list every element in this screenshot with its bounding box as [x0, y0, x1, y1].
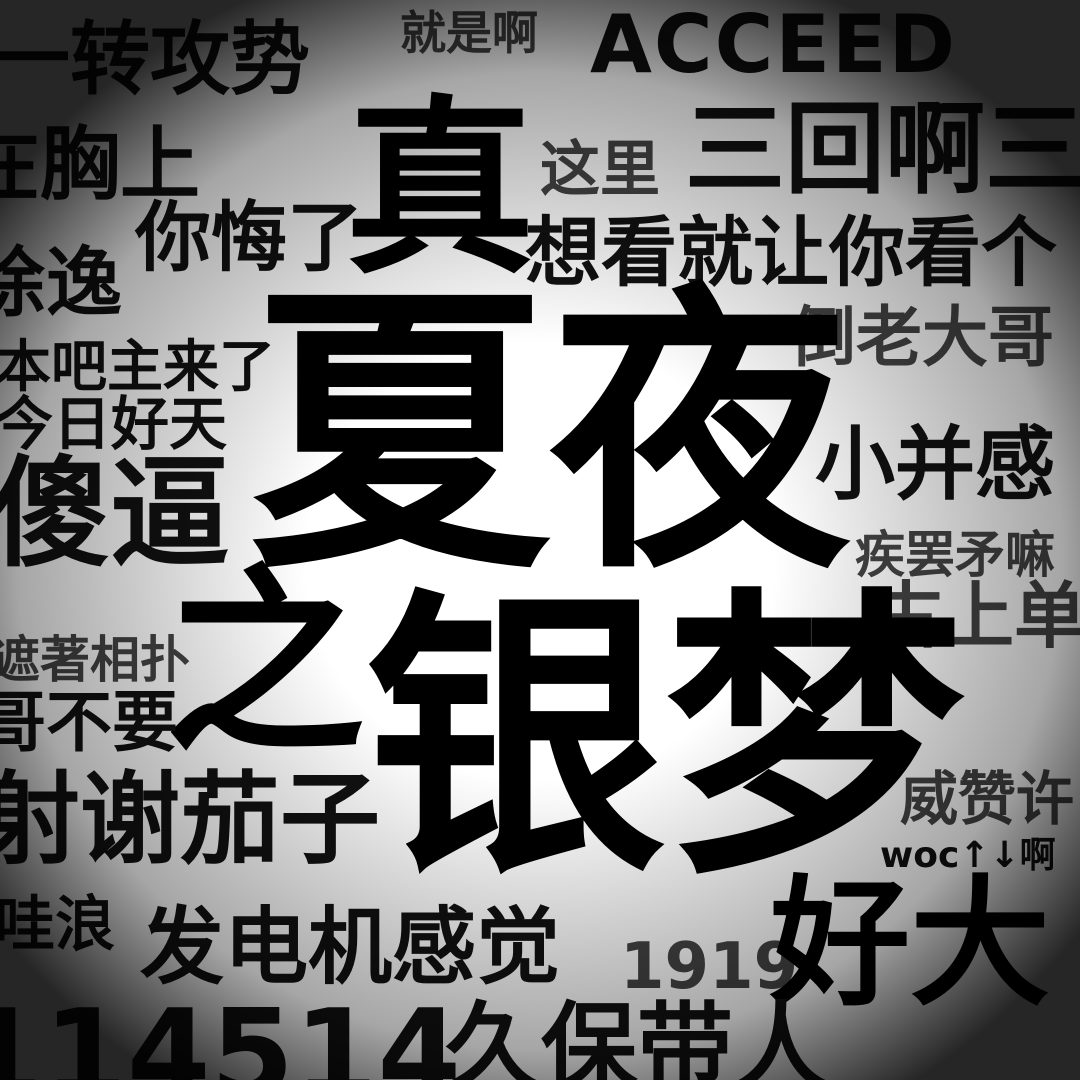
word-zhi: 之	[165, 548, 366, 781]
word-jiubaodairen: 久保带人	[445, 992, 829, 1080]
word-weizanxu: 威赞许	[900, 765, 1075, 833]
word-gebuyao: 哥不要	[0, 684, 178, 761]
word-114514: 114514	[0, 985, 461, 1080]
word-jiushia: 就是啊	[400, 6, 538, 60]
word-acceed: ACCEED	[590, 0, 958, 91]
word-walang: 哇浪	[0, 890, 115, 960]
word-zhen: 真	[345, 79, 536, 300]
word-xuyi: 徐逸	[0, 238, 122, 327]
word-shexieqiezi: 射谢茄子	[0, 761, 380, 878]
word-zhezhexiangpu: 遮著相扑	[0, 631, 190, 689]
word-xiaye: 夏夜	[250, 260, 850, 609]
word-yizhuangongshi: 一转攻势	[0, 13, 310, 106]
word-xiaobinggan: 小并感	[815, 418, 1055, 511]
word-fadianji: 发电机感觉	[140, 898, 561, 996]
word-benbazhu: 本吧主来了	[0, 335, 275, 400]
word-zheli: 这里	[540, 135, 660, 205]
word-yinmeng: 银梦	[365, 565, 965, 914]
word-sanhuia: 三回啊三	[685, 91, 1080, 208]
